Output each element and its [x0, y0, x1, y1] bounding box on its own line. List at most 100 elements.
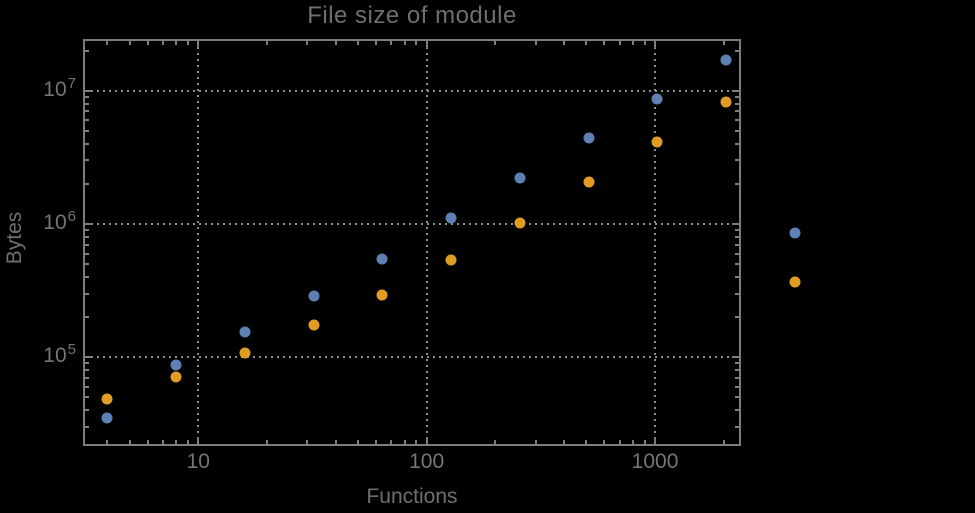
y-tick [735, 252, 739, 255]
y-tick [85, 409, 89, 412]
x-tick [618, 41, 621, 45]
y-tick [85, 182, 89, 185]
y-tick [735, 95, 739, 98]
y-tick-label: 105 [43, 341, 76, 368]
x-tick [403, 41, 406, 45]
x-tick [603, 41, 606, 45]
y-tick [735, 49, 739, 52]
x-tick [161, 440, 164, 444]
x-tick [390, 41, 393, 45]
x-tick [403, 440, 406, 444]
y-tick [85, 129, 89, 132]
y-gridline [85, 356, 739, 359]
y-tick [732, 89, 739, 92]
y-tick [735, 235, 739, 238]
x-tick [722, 440, 725, 444]
x-tick [415, 440, 418, 444]
y-tick [85, 362, 89, 365]
data-point-blue [789, 227, 801, 239]
x-tick [534, 41, 537, 45]
x-tick [266, 440, 269, 444]
x-tick [306, 440, 309, 444]
y-tick [735, 129, 739, 132]
y-tick [735, 292, 739, 295]
y-tick [735, 142, 739, 145]
y-tick [85, 369, 89, 372]
y-tick [735, 159, 739, 162]
x-tick [146, 41, 149, 45]
data-point-blue [101, 412, 113, 424]
x-tick-label: 1000 [631, 450, 679, 473]
y-tick [735, 263, 739, 266]
y-tick [732, 223, 739, 225]
y-tick [85, 229, 89, 232]
x-tick [425, 41, 428, 48]
y-tick [85, 95, 89, 98]
x-tick [585, 41, 588, 45]
y-tick [735, 110, 739, 113]
data-point-blue [445, 212, 457, 224]
x-tick [128, 41, 131, 45]
data-point-orange [651, 136, 663, 148]
y-tick-label: 107 [43, 74, 76, 101]
chart-title: File size of module [307, 2, 517, 29]
data-point-blue [514, 172, 526, 184]
x-tick [186, 41, 189, 45]
y-tick [85, 102, 89, 105]
data-point-orange [445, 254, 457, 266]
x-tick [494, 41, 497, 45]
y-tick [85, 159, 89, 162]
data-point-blue [239, 326, 251, 338]
x-tick [334, 440, 337, 444]
x-tick [643, 440, 646, 444]
plot-frame [83, 39, 741, 446]
data-point-blue [583, 132, 595, 144]
data-point-orange [376, 289, 388, 301]
y-tick [85, 110, 89, 113]
data-point-orange [239, 347, 251, 359]
x-tick [175, 41, 178, 45]
x-tick [425, 437, 428, 444]
data-point-orange [583, 176, 595, 188]
y-tick [735, 276, 739, 279]
x-tick [161, 41, 164, 45]
x-tick [146, 440, 149, 444]
data-point-orange [170, 371, 182, 383]
x-tick [603, 440, 606, 444]
x-axis-label: Functions [366, 485, 458, 508]
y-tick [85, 252, 89, 255]
x-tick [374, 440, 377, 444]
x-tick [197, 437, 200, 444]
y-tick [85, 49, 89, 52]
y-tick [85, 292, 89, 295]
y-tick [85, 396, 89, 399]
x-tick [563, 41, 566, 45]
x-tick [643, 41, 646, 45]
x-tick-label: 100 [409, 450, 445, 473]
y-tick [85, 223, 92, 225]
x-tick [585, 440, 588, 444]
y-tick [735, 182, 739, 185]
y-tick [85, 235, 89, 238]
x-tick [390, 440, 393, 444]
x-gridline [654, 41, 657, 444]
x-tick [106, 41, 109, 45]
y-tick [735, 409, 739, 412]
y-tick [735, 119, 739, 122]
y-tick [732, 356, 739, 359]
data-point-blue [651, 93, 663, 105]
y-tick [735, 243, 739, 246]
x-tick [654, 41, 657, 48]
x-tick [534, 440, 537, 444]
x-tick [374, 41, 377, 45]
y-gridline [85, 223, 739, 225]
y-tick [85, 263, 89, 266]
x-tick [654, 437, 657, 444]
x-tick [722, 41, 725, 45]
data-point-orange [308, 319, 320, 331]
y-tick [85, 142, 89, 145]
x-gridline [425, 41, 428, 444]
data-point-orange [101, 393, 113, 405]
y-tick [735, 369, 739, 372]
